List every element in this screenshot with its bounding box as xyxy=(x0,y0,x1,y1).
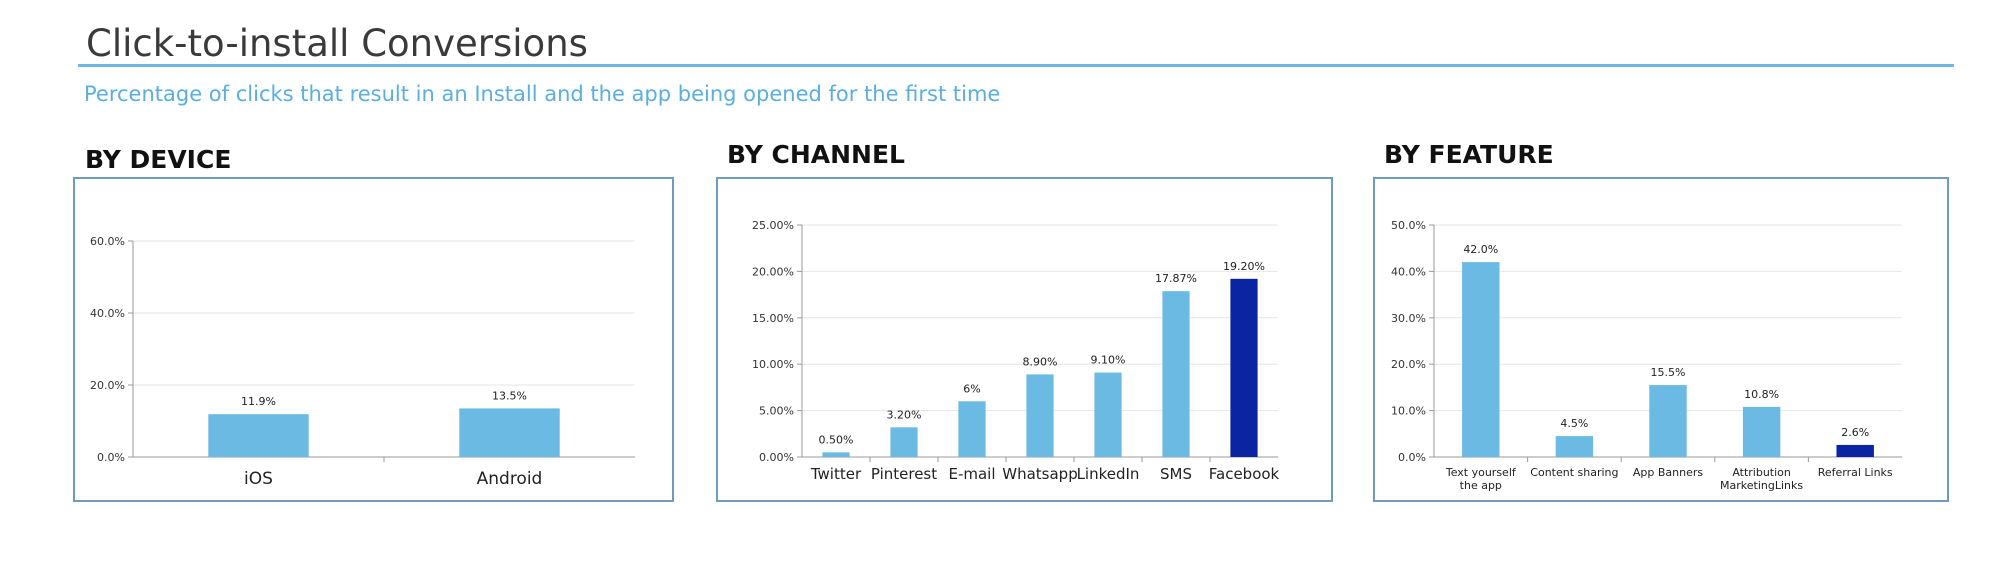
device-category-label: iOS xyxy=(244,469,273,489)
channel-category-label: Whatsapp xyxy=(1002,465,1077,483)
device-bar xyxy=(459,408,560,457)
device-chart: 0.0% 20.0% 40.0% 60.0% 11.9% iOS 13.5% Android xyxy=(90,235,635,489)
channel-bar xyxy=(890,427,918,457)
channel-category-label: Twitter xyxy=(810,465,862,483)
feature-data-label: 42.0% xyxy=(1463,243,1498,256)
feature-bar xyxy=(1742,406,1781,457)
feature-y-tick-label: 20.0% xyxy=(1391,358,1426,371)
feature-data-label: 10.8% xyxy=(1744,388,1779,401)
channel-y-tick-label: 20.00% xyxy=(752,265,794,278)
feature-y-tick-label: 10.0% xyxy=(1391,405,1426,418)
feature-category-label: MarketingLinks xyxy=(1720,479,1803,492)
channel-chart-heading: BY CHANNEL xyxy=(727,140,905,169)
channel-data-label: 6% xyxy=(963,382,980,395)
feature-bar xyxy=(1649,385,1687,457)
device-y-tick-label: 20.0% xyxy=(90,379,125,392)
feature-bar xyxy=(1836,444,1874,457)
channel-bar xyxy=(1094,372,1122,457)
feature-category-label: Referral Links xyxy=(1818,466,1893,479)
feature-y-tick-label: 0.0% xyxy=(1398,451,1426,464)
channel-chart-panel: 0.00% 5.00% 10.00% 15.00% 20.00% 25.00% 0.50% T… xyxy=(716,177,1333,502)
channel-y-tick-label: 25.00% xyxy=(752,219,794,232)
device-y-tick-label: 40.0% xyxy=(90,307,125,320)
device-category-label: Android xyxy=(477,469,543,489)
feature-data-label: 15.5% xyxy=(1651,366,1686,379)
feature-category-label: Text yourself xyxy=(1445,466,1517,479)
feature-data-label: 4.5% xyxy=(1560,417,1588,430)
channel-bar xyxy=(958,401,986,457)
device-y-tick-label: 60.0% xyxy=(90,235,125,248)
channel-data-label: 3.20% xyxy=(887,408,922,421)
device-y-tick-label: 0.0% xyxy=(97,451,125,464)
feature-y-tick-label: 40.0% xyxy=(1391,265,1426,278)
channel-category-label: Facebook xyxy=(1209,465,1280,483)
device-data-label: 11.9% xyxy=(241,395,276,408)
channel-category-label: SMS xyxy=(1160,465,1192,483)
channel-bar xyxy=(1230,278,1258,457)
feature-category-label: App Banners xyxy=(1633,466,1704,479)
title-divider xyxy=(78,64,1954,67)
channel-data-label: 0.50% xyxy=(819,433,854,446)
device-chart-panel: 0.0% 20.0% 40.0% 60.0% 11.9% iOS 13.5% Android xyxy=(73,177,674,502)
feature-data-label: 2.6% xyxy=(1841,426,1869,439)
feature-y-tick-label: 30.0% xyxy=(1391,312,1426,325)
channel-bar xyxy=(1162,291,1190,457)
feature-bar xyxy=(1462,262,1500,457)
channel-data-label: 8.90% xyxy=(1023,355,1058,368)
page-title: Click-to-install Conversions xyxy=(86,22,588,65)
channel-y-tick-label: 15.00% xyxy=(752,312,794,325)
channel-bar xyxy=(822,452,850,457)
feature-y-tick-label: 50.0% xyxy=(1391,219,1426,232)
channel-data-label: 17.87% xyxy=(1155,272,1197,285)
channel-category-label: E-mail xyxy=(948,465,995,483)
feature-category-label: Content sharing xyxy=(1530,466,1618,479)
channel-bar xyxy=(1026,374,1054,457)
feature-chart-heading: BY FEATURE xyxy=(1384,140,1554,169)
feature-chart-panel: 0.0% 10.0% 20.0% 30.0% 40.0% 50.0% 42.0% Text y… xyxy=(1373,177,1949,502)
channel-y-tick-label: 10.00% xyxy=(752,358,794,371)
device-bar xyxy=(208,414,309,457)
channel-data-label: 9.10% xyxy=(1091,354,1126,367)
page-subtitle: Percentage of clicks that result in an I… xyxy=(84,82,1001,106)
feature-category-label: Attribution xyxy=(1732,466,1791,479)
channel-y-tick-label: 0.00% xyxy=(759,451,794,464)
channel-y-tick-label: 5.00% xyxy=(759,405,794,418)
channel-chart: 0.00% 5.00% 10.00% 15.00% 20.00% 25.00% 0.50% T… xyxy=(752,219,1280,483)
channel-category-label: Pinterest xyxy=(871,465,937,483)
feature-chart: 0.0% 10.0% 20.0% 30.0% 40.0% 50.0% 42.0% Text y… xyxy=(1391,219,1902,492)
channel-data-label: 19.20% xyxy=(1223,260,1265,273)
device-chart-heading: BY DEVICE xyxy=(85,145,232,174)
channel-category-label: LinkedIn xyxy=(1077,465,1140,483)
feature-category-label: the app xyxy=(1460,479,1502,492)
device-data-label: 13.5% xyxy=(492,389,527,402)
feature-bar xyxy=(1555,436,1594,457)
